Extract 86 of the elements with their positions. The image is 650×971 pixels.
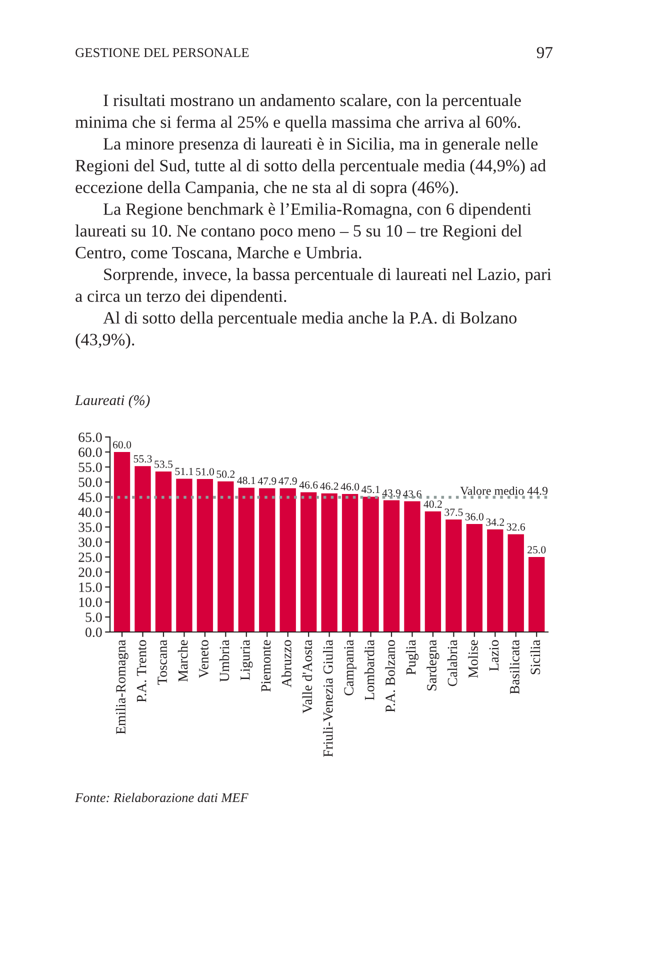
- x-tick-label: Emilia-Romagna: [116, 640, 128, 734]
- data-label: 47.9: [278, 477, 297, 485]
- data-label: 50.2: [216, 470, 235, 478]
- data-label: 32.6: [506, 523, 526, 531]
- y-tick-label: 55.0: [78, 462, 102, 472]
- bar: [321, 493, 338, 632]
- y-tick-label: 20.0: [78, 568, 102, 578]
- data-label: 25.0: [528, 546, 546, 554]
- y-tick-label: 45.0: [78, 492, 102, 502]
- data-label: 43.9: [382, 489, 401, 497]
- x-tick-label: Calabria: [447, 640, 458, 686]
- data-label: 51.0: [196, 468, 214, 476]
- x-tick-label: Basilicata: [510, 640, 520, 694]
- data-label: 47.9: [258, 477, 276, 485]
- data-label: 36.0: [465, 513, 484, 520]
- bar: [362, 496, 379, 632]
- chart-title: Laureati (%): [74, 394, 150, 408]
- text: Sorprende, invece, la bassa percentuale di laureati nel Lazio, pari a circa un terzo dei dipendenti.: [76, 268, 552, 306]
- text: La Regione benchmark è l’Emilia-Romagna, con 6 dipendenti laureati su 10. Ne contano poco meno – 5 su 10 – tre Regioni del Centro, come Toscana, Marche e Umbria.: [75, 202, 532, 261]
- ref-line-label: Valore medio 44.9: [460, 486, 548, 495]
- text: 97: [536, 46, 553, 58]
- y-tick-label: 50.0: [78, 478, 102, 488]
- x-tick-label: Marche: [178, 640, 188, 682]
- bar: [238, 488, 254, 632]
- bar: [134, 466, 151, 632]
- x-tick-label: Campania: [344, 640, 356, 696]
- bar: [528, 557, 545, 632]
- data-label: 55.3: [134, 455, 152, 463]
- y-tick-label: 60.0: [78, 448, 102, 458]
- data-label: 53.5: [154, 460, 173, 468]
- y-tick-label: 35.0: [78, 522, 102, 532]
- x-tick-label: Molise: [468, 640, 478, 678]
- x-tick-label: P.A. Trento: [136, 640, 146, 702]
- y-tick-label: 65.0: [78, 432, 102, 442]
- y-tick-label: 15.0: [79, 582, 102, 592]
- bar: [218, 481, 234, 632]
- x-tick-label: Lazio: [489, 640, 499, 671]
- bar: [383, 500, 400, 632]
- bar: [508, 534, 524, 632]
- x-tick-label: P.A. Bolzano: [385, 640, 396, 712]
- bar: [487, 529, 504, 632]
- bar: [114, 452, 130, 632]
- text: La minore presenza di laureati è in Sicilia, ma in generale nelle Regioni del Sud, tutte al di sotto della percentuale media (44,9%) ad eccezione della Campania, che ne sta al di sopra (46%).: [75, 138, 546, 197]
- bar: [155, 472, 172, 632]
- x-tick-label: Abruzzo: [282, 640, 292, 688]
- text: I risultati mostrano un andamento scalare, con la percentuale minima che si ferma al 25% e quella massima che arriva al 60%.: [75, 94, 521, 132]
- bar: [280, 488, 296, 632]
- y-tick-label: 40.0: [78, 508, 102, 518]
- data-label: 46.6: [299, 481, 318, 489]
- data-label: 48.1: [237, 476, 256, 484]
- bar: [300, 492, 317, 632]
- y-tick-label: 10.0: [79, 598, 102, 608]
- y-tick-label: 0.0: [86, 628, 102, 638]
- x-tick-label: Umbria: [219, 640, 230, 682]
- bar: [466, 524, 482, 632]
- x-tick-label: Friuli-Venezia Giulia: [323, 640, 333, 757]
- y-tick-label: 5.0: [86, 612, 102, 622]
- x-tick-label: Valle d'Aosta: [302, 640, 312, 714]
- data-label: 45.1: [362, 486, 380, 494]
- x-tick-label: Liguria: [240, 640, 253, 680]
- x-tick-label: Lombardia: [364, 640, 374, 700]
- data-label: 46.0: [340, 483, 360, 490]
- data-label: 37.5: [444, 508, 463, 516]
- source-note: Fonte: Rielaborazione dati MEF: [74, 792, 248, 802]
- y-tick-label: 30.0: [78, 538, 102, 548]
- x-tick-label: Puglia: [406, 640, 419, 675]
- x-tick-label: Piemonte: [261, 640, 271, 692]
- bar: [176, 478, 192, 632]
- text: Al di sotto della percentuale media anche la P.A. di Bolzano (43,9%).: [76, 312, 516, 349]
- bar: [446, 520, 462, 632]
- bar: [259, 488, 276, 632]
- y-tick-label: 25.0: [78, 552, 102, 562]
- data-label: 46.2: [320, 482, 338, 490]
- data-label: 40.2: [424, 500, 442, 508]
- bar: [342, 494, 358, 632]
- data-label: 60.0: [113, 441, 132, 448]
- data-label: 51.1: [175, 468, 194, 476]
- x-tick-label: Veneto: [199, 640, 208, 678]
- bar: [404, 501, 420, 632]
- x-tick-label: Toscana: [158, 640, 167, 685]
- bar: [196, 479, 214, 632]
- x-tick-label: Sicilia: [530, 640, 540, 674]
- x-tick-label: Sardegna: [426, 640, 440, 690]
- text: GESTIONE DEL PERSONALE: [76, 48, 249, 58]
- data-label: 34.2: [486, 518, 504, 526]
- bar: [424, 511, 442, 632]
